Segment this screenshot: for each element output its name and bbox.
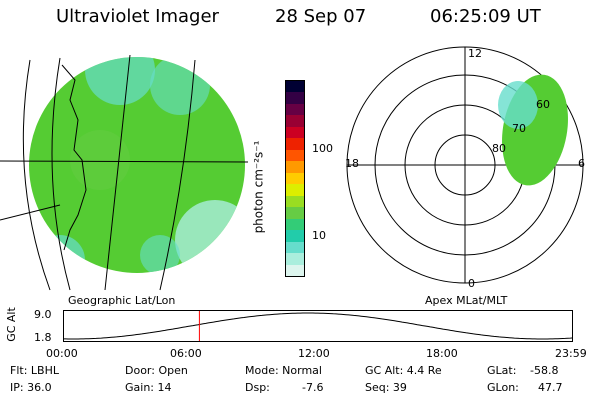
door-status: Door: Open: [125, 364, 188, 377]
altitude-curve: [63, 312, 573, 340]
mlt-label-18: 18: [345, 157, 359, 170]
dsp-label: Dsp:: [245, 381, 270, 394]
colorbar-tick-10: 10: [312, 229, 326, 242]
time-tick-0000: 00:00: [46, 347, 78, 360]
instrument-title: Ultraviolet Imager: [56, 6, 219, 27]
glat-label: GLat:: [487, 364, 517, 377]
glat-value: -58.8: [530, 364, 559, 377]
altitude-ylabel: GC Alt: [4, 307, 18, 342]
colorbar-segment: [286, 161, 304, 173]
glon-value: 47.7: [538, 381, 563, 394]
gc-alt-status: GC Alt: 4.4 Re: [365, 364, 442, 377]
colorbar-segment: [286, 115, 304, 127]
time-tick-0600: 06:00: [170, 347, 202, 360]
colorbar-segment: [286, 184, 304, 196]
time-tick-1800: 18:00: [426, 347, 458, 360]
polar-mlt-panel: [346, 46, 584, 284]
colorbar: [285, 80, 305, 277]
colorbar-segment: [286, 172, 304, 185]
colorbar-segment: [286, 81, 304, 93]
gain-status: Gain: 14: [125, 381, 172, 394]
altitude-plot: [63, 310, 573, 342]
geographic-image-panel: [0, 54, 249, 291]
colorbar-tick-100: 100: [312, 142, 333, 155]
colorbar-segment: [286, 195, 304, 208]
geo-grid-lines: [0, 54, 249, 291]
mlt-label-12: 12: [468, 47, 482, 60]
polar-aurora-cyan: [498, 81, 538, 129]
mlat-label-80: 80: [492, 142, 506, 155]
polar-caption: Apex MLat/MLT: [425, 294, 508, 307]
colorbar-segment: [286, 264, 304, 276]
mlat-label-70: 70: [512, 122, 526, 135]
time-tick-2359: 23:59: [555, 347, 587, 360]
filter-status: Flt: LBHL: [10, 364, 59, 377]
colorbar-segment: [286, 218, 304, 231]
altitude-plot-frame: [63, 310, 573, 342]
colorbar-segment: [286, 92, 304, 104]
ip-status: IP: 36.0: [10, 381, 52, 394]
time-tick-1200: 12:00: [298, 347, 330, 360]
colorbar-segment: [286, 241, 304, 254]
colorbar-segment: [286, 230, 304, 242]
colorbar-segment: [286, 103, 304, 116]
colorbar-segment: [286, 149, 304, 162]
mlt-label-0: 0: [468, 277, 475, 290]
colorbar-segment: [286, 138, 304, 150]
observation-date: 28 Sep 07: [275, 6, 367, 27]
altitude-ytick-9: 9.0: [34, 308, 52, 321]
mlat-label-60: 60: [536, 98, 550, 111]
colorbar-segment: [286, 253, 304, 265]
altitude-ytick-1.8: 1.8: [34, 331, 52, 344]
geo-caption: Geographic Lat/Lon: [68, 294, 176, 307]
colorbar-segment: [286, 126, 304, 139]
dsp-value: -7.6: [302, 381, 324, 394]
glon-label: GLon:: [487, 381, 519, 394]
observation-time: 06:25:09 UT: [430, 6, 541, 27]
colorbar-unit-label: photon cm⁻²s⁻¹: [251, 140, 266, 234]
seq-status: Seq: 39: [365, 381, 407, 394]
colorbar-segment: [286, 207, 304, 219]
mode-status: Mode: Normal: [245, 364, 322, 377]
mlt-label-6: 6: [578, 157, 585, 170]
